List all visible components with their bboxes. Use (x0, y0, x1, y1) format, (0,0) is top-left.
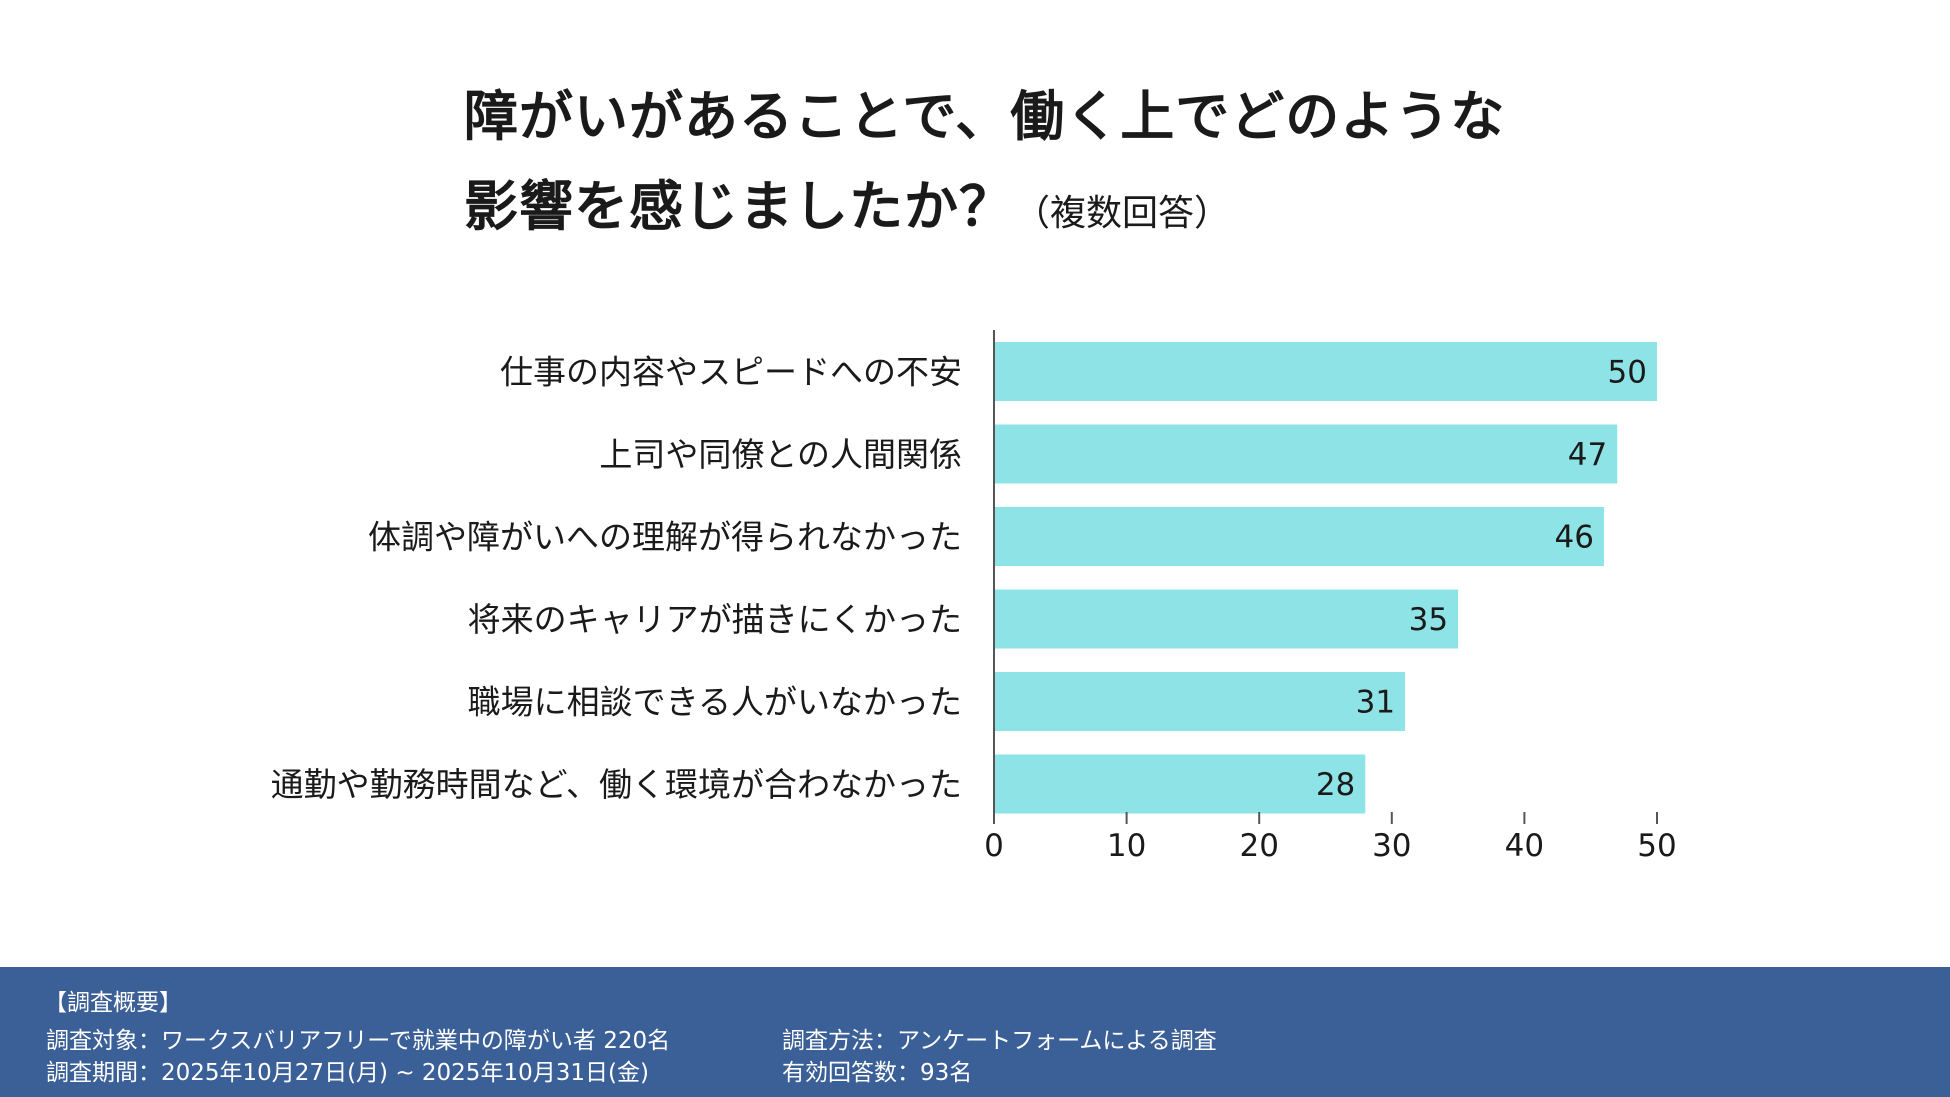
x-tick-label: 10 (1107, 828, 1146, 864)
footer-valid: 有効回答数：93名 (782, 1060, 973, 1086)
x-tick-label: 0 (984, 828, 1004, 864)
category-label: 上司や同僚との人間関係 (599, 435, 962, 474)
data-label: 46 (1555, 520, 1594, 556)
data-label: 50 (1608, 355, 1647, 391)
title-line-2: 影響を感じましたか？ (464, 175, 1014, 238)
bar-chart: 仕事の内容やスピードへの不安 50 上司や同僚との人間関係 47 体調や障がいへの理解が… (271, 330, 1677, 864)
bar (994, 424, 1618, 484)
footer-target: 調査対象：ワークスバリアフリーで就業中の障がい者 220名 (46, 1028, 671, 1054)
x-tick-label: 30 (1372, 828, 1411, 864)
category-label: 体調や障がいへの理解が得られなかった (368, 518, 962, 557)
category-label: 職場に相談できる人がいなかった (468, 683, 962, 722)
x-tick-label: 50 (1637, 828, 1676, 864)
data-label: 47 (1568, 437, 1607, 473)
footer-method: 調査方法：アンケートフォームによる調査 (782, 1028, 1217, 1054)
x-tick-label: 40 (1505, 828, 1544, 864)
category-label: 将来のキャリアが描きにくかった (468, 600, 962, 639)
category-label: 通勤や勤務時間など、働く環境が合わなかった (271, 765, 962, 804)
category-label: 仕事の内容やスピードへの不安 (500, 353, 962, 392)
bar (994, 672, 1406, 731)
bar (994, 507, 1604, 566)
footer-heading: 【調査概要】 (44, 990, 182, 1016)
bar (994, 754, 1366, 814)
data-label: 35 (1409, 602, 1448, 638)
bar (994, 589, 1459, 649)
chart-title: 障がいがあることで、働く上でどのような 影響を感じましたか？（複数回答） (464, 72, 1664, 259)
x-tick-label: 20 (1239, 828, 1278, 864)
data-label: 28 (1316, 767, 1355, 803)
survey-summary-footer: 【調査概要】 調査対象：ワークスバリアフリーで就業中の障がい者 220名 調査期… (0, 967, 1950, 1097)
footer-period: 調査期間：2025年10月27日(月) ~ 2025年10月31日(金) (46, 1060, 649, 1086)
data-label: 31 (1356, 685, 1395, 721)
title-note: （複数回答） (1014, 193, 1231, 234)
title-line-1: 障がいがあることで、働く上でどのような (464, 85, 1506, 148)
bar (994, 342, 1657, 401)
